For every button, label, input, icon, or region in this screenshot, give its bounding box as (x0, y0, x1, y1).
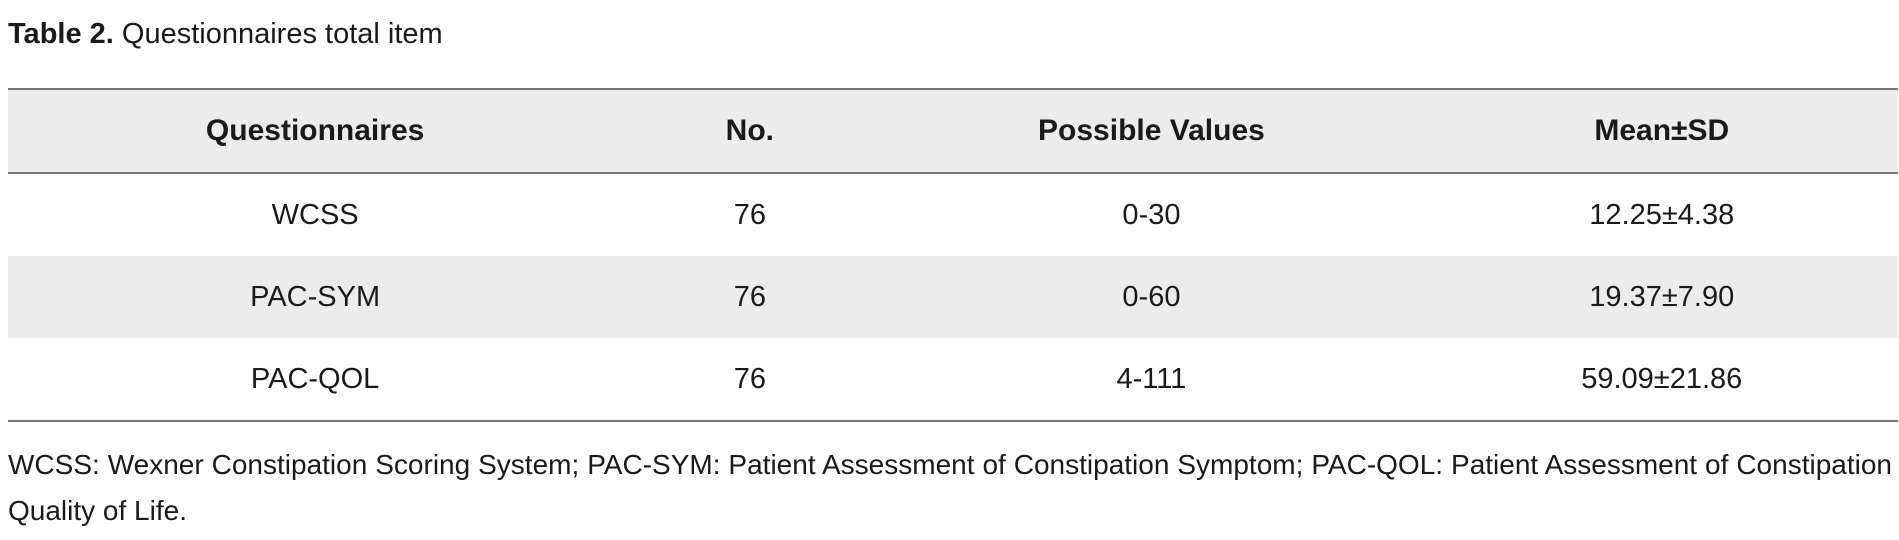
cell-questionnaire: PAC-QOL (8, 338, 623, 422)
data-table-container: Questionnaires No. Possible Values Mean±… (8, 88, 1898, 422)
questionnaires-table: Questionnaires No. Possible Values Mean±… (8, 88, 1898, 422)
cell-possible-values: 0-60 (1122, 280, 1181, 313)
table-number: Table 2. (8, 18, 114, 50)
table-footnote: WCSS: Wexner Constipation Scoring System… (8, 449, 1892, 526)
cell-possible-values: 0-30 (1122, 198, 1181, 231)
cell-questionnaire: WCSS (271, 198, 359, 231)
header-mean-sd: Mean±SD (1425, 88, 1898, 174)
header-no: No. (622, 88, 878, 174)
table-row: PAC-SYM 76 0-60 19.37±7.90 (8, 256, 1898, 338)
table-title: Questionnaires total item (121, 18, 443, 50)
cell-mean-sd: 12.25±4.38 (1589, 198, 1735, 231)
table-caption: Table 2. Questionnaires total item (8, 14, 443, 54)
table-row: PAC-QOL 76 4-111 59.09±21.86 (8, 338, 1898, 422)
cell-mean-sd: 19.37±7.90 (1589, 280, 1735, 313)
cell-no: 76 (733, 280, 766, 313)
header-questionnaires: Questionnaires (8, 88, 623, 174)
table-header-row: Questionnaires No. Possible Values Mean±… (8, 88, 1898, 174)
table-row: WCSS 76 0-30 12.25±4.38 (8, 173, 1898, 256)
cell-questionnaire: PAC-SYM (250, 280, 381, 313)
cell-no: 76 (733, 198, 766, 231)
cell-no: 76 (622, 338, 878, 422)
cell-mean-sd: 59.09±21.86 (1425, 338, 1898, 422)
cell-possible-values: 4-111 (877, 338, 1426, 422)
header-possible-values: Possible Values (877, 88, 1426, 174)
